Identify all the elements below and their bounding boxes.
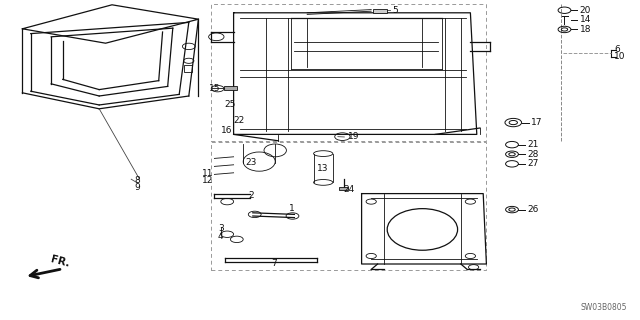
- Text: 9: 9: [135, 183, 140, 192]
- Bar: [184, 65, 192, 72]
- Text: 1: 1: [289, 204, 294, 212]
- Text: 24: 24: [343, 185, 355, 194]
- Text: SW03B0805: SW03B0805: [580, 303, 627, 312]
- Text: 15: 15: [209, 84, 220, 93]
- Bar: [224, 86, 237, 90]
- Bar: [373, 9, 387, 13]
- Text: 18: 18: [580, 25, 591, 34]
- Text: 27: 27: [527, 159, 539, 168]
- Text: 10: 10: [614, 52, 626, 61]
- Text: 6: 6: [614, 45, 620, 54]
- Text: 25: 25: [225, 100, 236, 109]
- Text: 28: 28: [527, 150, 539, 159]
- Text: 23: 23: [246, 158, 257, 167]
- Text: 11: 11: [202, 169, 213, 178]
- Text: 20: 20: [580, 6, 591, 15]
- Text: 8: 8: [135, 176, 140, 185]
- Text: 22: 22: [233, 116, 244, 124]
- Text: 16: 16: [221, 126, 233, 135]
- Text: 19: 19: [348, 132, 360, 141]
- Bar: [211, 142, 486, 270]
- Text: 7: 7: [271, 260, 276, 268]
- Bar: [211, 4, 486, 141]
- Text: 17: 17: [531, 118, 543, 127]
- Text: 21: 21: [527, 140, 539, 149]
- Text: 12: 12: [202, 176, 213, 185]
- Text: 4: 4: [218, 232, 223, 241]
- Bar: [339, 187, 348, 190]
- Text: 26: 26: [527, 205, 539, 214]
- Text: 13: 13: [317, 164, 328, 172]
- Text: 3: 3: [218, 224, 223, 233]
- Text: 5: 5: [392, 6, 397, 15]
- Text: 2: 2: [249, 191, 254, 200]
- Text: FR.: FR.: [50, 255, 71, 269]
- Text: 14: 14: [580, 15, 591, 24]
